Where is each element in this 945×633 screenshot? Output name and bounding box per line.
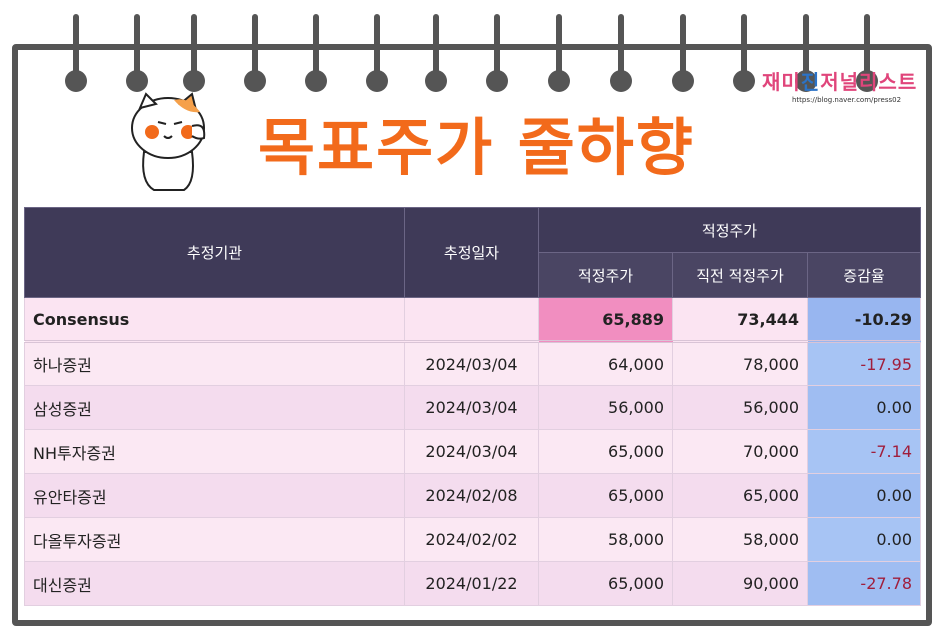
cat-mascot-icon [131,92,206,191]
binder-ring [126,0,148,95]
target-price-table: 추정기관 추정일자 적정주가 적정주가 직전 적정주가 증감율 Consensu… [24,207,921,606]
target-price: 65,000 [538,429,673,474]
binder-ring [366,0,388,95]
table-row: NH투자증권 2024/03/04 65,000 70,000 -7.14 [24,429,921,474]
prev-target-price: 90,000 [672,561,808,606]
binder-ring [548,0,570,95]
binder-ring [425,0,447,95]
consensus-change: -10.29 [807,297,921,343]
binder-ring [305,0,327,95]
prev-target-price: 58,000 [672,517,808,562]
header-prev: 직전 적정주가 [672,252,808,298]
consensus-name: Consensus [24,297,405,343]
change-rate: -7.14 [807,429,921,474]
header-target: 적정주가 [538,252,673,298]
page-title: 목표주가 줄하향 [258,111,695,184]
binder-ring [486,0,508,95]
org-name: 하나증권 [24,341,405,386]
estimate-date: 2024/03/04 [404,385,539,430]
change-rate: -17.95 [807,341,921,386]
org-name: 삼성증권 [24,385,405,430]
logo-text: 재미진저널리스트 [762,70,918,94]
logo-url: https://blog.naver.com/press02 [792,96,902,104]
estimate-date: 2024/01/22 [404,561,539,606]
binder-ring [795,0,817,95]
consensus-date [404,297,539,343]
table-row: 삼성증권 2024/03/04 56,000 56,000 0.00 [24,385,921,430]
target-price: 56,000 [538,385,673,430]
binder-ring [672,0,694,95]
estimate-date: 2024/02/02 [404,517,539,562]
target-price: 58,000 [538,517,673,562]
estimate-date: 2024/02/08 [404,473,539,518]
binder-ring [856,0,878,95]
prev-target-price: 70,000 [672,429,808,474]
org-name: 대신증권 [24,561,405,606]
consensus-row: Consensus 65,889 73,444 -10.29 [24,297,921,343]
blog-logo: 재미진저널리스트 https://blog.naver.com/press02 [762,66,932,106]
header-change: 증감율 [807,252,921,298]
estimate-date: 2024/03/04 [404,341,539,386]
target-price: 64,000 [538,341,673,386]
table-row: 다올투자증권 2024/02/02 58,000 58,000 0.00 [24,517,921,562]
prev-target-price: 65,000 [672,473,808,518]
change-rate: 0.00 [807,385,921,430]
table-row: 하나증권 2024/03/04 64,000 78,000 -17.95 [24,341,921,386]
binder-ring [733,0,755,95]
change-rate: 0.00 [807,473,921,518]
header-date: 추정일자 [404,207,539,298]
change-rate: -27.78 [807,561,921,606]
header-org: 추정기관 [24,207,405,298]
table-row: 대신증권 2024/01/22 65,000 90,000 -27.78 [24,561,921,606]
estimate-date: 2024/03/04 [404,429,539,474]
header-group: 적정주가 [538,207,921,253]
prev-target-price: 56,000 [672,385,808,430]
consensus-prev: 73,444 [672,297,808,343]
table-row: 유안타증권 2024/02/08 65,000 65,000 0.00 [24,473,921,518]
consensus-target: 65,889 [538,297,673,343]
org-name: 유안타증권 [24,473,405,518]
binder-ring [610,0,632,95]
binder-ring [183,0,205,95]
org-name: 다올투자증권 [24,517,405,562]
target-price: 65,000 [538,561,673,606]
target-price: 65,000 [538,473,673,518]
binder-ring [244,0,266,95]
org-name: NH투자증권 [24,429,405,474]
change-rate: 0.00 [807,517,921,562]
binder-ring [65,0,87,95]
prev-target-price: 78,000 [672,341,808,386]
